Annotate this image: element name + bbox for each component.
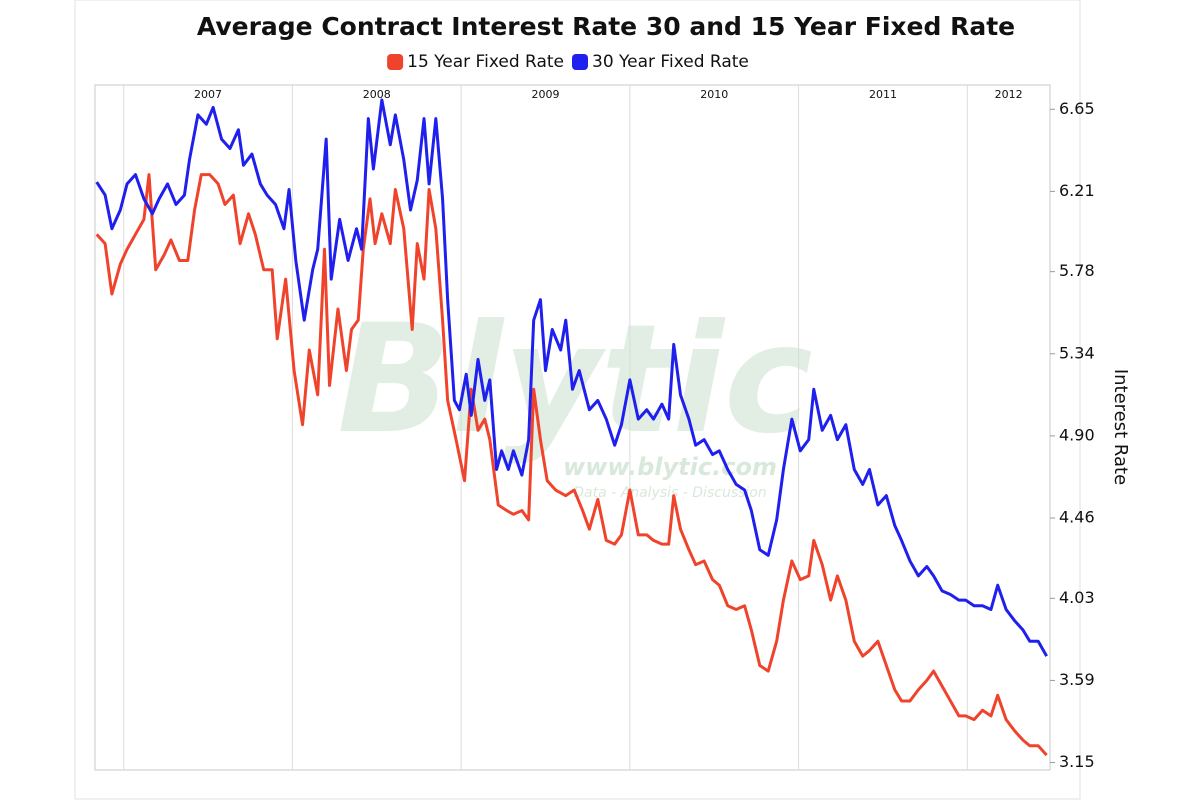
legend: 15 Year Fixed Rate 30 Year Fixed Rate (387, 52, 749, 72)
y-axis-title: Interest Rate (1110, 369, 1131, 485)
watermark: www.blytic.com (563, 453, 777, 481)
y-tick-label: 3.59 (1059, 670, 1095, 689)
y-tick-label: 6.21 (1059, 181, 1095, 200)
chart-frame (74, 0, 1081, 800)
legend-item: 15 Year Fixed Rate (387, 52, 564, 72)
series-line (95, 173, 1048, 757)
series-line (95, 98, 1048, 657)
y-tick-label: 4.46 (1059, 508, 1095, 527)
x-tick-label: 2009 (532, 88, 560, 101)
y-tick-label: 5.34 (1059, 343, 1095, 362)
plot-area (94, 84, 1051, 771)
legend-swatch (572, 54, 588, 70)
y-tick-label: 5.78 (1059, 261, 1095, 280)
x-tick-label: 2012 (995, 88, 1023, 101)
chart-title: Average Contract Interest Rate 30 and 15… (197, 12, 1015, 41)
x-tick-label: 2011 (869, 88, 897, 101)
y-tick-label: 3.15 (1059, 752, 1095, 771)
legend-label: 15 Year Fixed Rate (407, 52, 564, 72)
y-tick-label: 6.65 (1059, 99, 1095, 118)
x-tick-label: 2007 (194, 88, 222, 101)
legend-swatch (387, 54, 404, 70)
grid (123, 85, 1055, 770)
legend-item: 30 Year Fixed Rate (572, 52, 749, 72)
y-tick-label: 4.03 (1059, 588, 1095, 607)
legend-label: 30 Year Fixed Rate (592, 52, 749, 72)
lines (95, 98, 1048, 757)
watermark: Data - Analysis - Discussion (573, 485, 766, 501)
y-tick-label: 4.90 (1059, 425, 1095, 444)
x-tick-label: 2008 (363, 88, 391, 101)
x-tick-label: 2010 (700, 88, 728, 101)
